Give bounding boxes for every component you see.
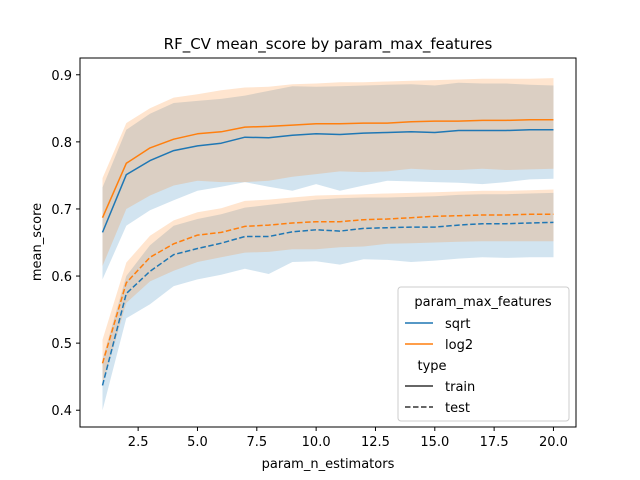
y-tick-label: 0.6 xyxy=(51,270,72,285)
x-axis-label: param_n_estimators xyxy=(262,457,395,472)
y-tick-label: 0.9 xyxy=(51,69,72,84)
x-tick-label: 5.0 xyxy=(187,435,208,450)
x-tick-label: 15.0 xyxy=(420,435,449,450)
y-axis-ticks: 0.4 0.5 0.6 0.7 0.8 0.9 xyxy=(51,69,80,419)
legend-log2-label: log2 xyxy=(445,338,473,353)
band-log2-train xyxy=(102,78,554,266)
legend-box xyxy=(397,286,570,422)
legend-style-title: type xyxy=(417,359,446,374)
x-tick-label: 17.5 xyxy=(480,435,509,450)
line-log2-train xyxy=(101,118,554,219)
legend-test-label: test xyxy=(445,401,470,416)
line-sqrt-test xyxy=(101,221,554,386)
y-axis-label: mean_score xyxy=(30,203,45,281)
plot-frame xyxy=(79,57,577,428)
line-sqrt-train xyxy=(101,129,554,233)
axes xyxy=(79,57,577,428)
x-tick-label: 7.5 xyxy=(246,435,267,450)
y-tick-label: 0.4 xyxy=(51,404,72,419)
line-log2-test xyxy=(101,213,554,364)
x-axis-ticks: 2.5 5.0 7.5 10.0 12.5 15.0 17.5 20.0 xyxy=(128,427,568,450)
legend-sqrt-label: sqrt xyxy=(445,317,470,332)
y-tick-label: 0.5 xyxy=(51,337,72,352)
band-log2-test xyxy=(102,189,554,386)
series-lines xyxy=(101,118,554,386)
legend-hue-title: param_max_features xyxy=(414,295,551,310)
y-tick-label: 0.8 xyxy=(51,136,72,151)
x-tick-label: 12.5 xyxy=(361,435,390,450)
chart-title: RF_CV mean_score by param_max_features xyxy=(164,35,493,54)
legend-train-label: train xyxy=(445,380,475,395)
x-tick-label: 20.0 xyxy=(539,435,568,450)
x-tick-label: 2.5 xyxy=(128,435,149,450)
y-tick-label: 0.7 xyxy=(51,203,72,218)
legend: param_max_features sqrt log2 type train … xyxy=(397,286,570,422)
x-tick-label: 10.0 xyxy=(302,435,331,450)
band-sqrt-test xyxy=(102,192,554,411)
